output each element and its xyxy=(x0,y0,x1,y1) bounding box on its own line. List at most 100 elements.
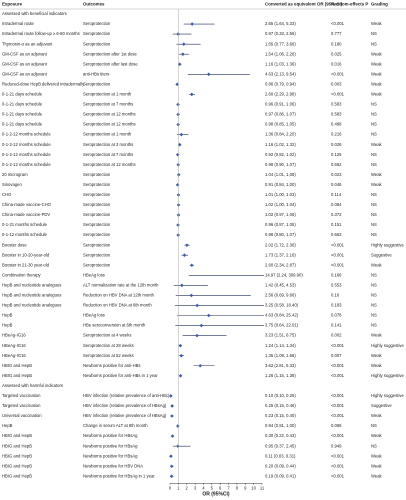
point-estimate xyxy=(199,323,204,328)
point-estimate xyxy=(180,283,184,288)
p-value: 0.949 xyxy=(331,443,342,448)
exposure: HepB and nucleotide analogues xyxy=(2,282,61,287)
grading: NS xyxy=(371,112,377,117)
point-estimate xyxy=(176,173,181,177)
point-estimate xyxy=(176,444,180,448)
outcome: Reduction on HBV DNA at 6th month xyxy=(83,303,152,308)
exposure: 0-1-2-12 months schedule xyxy=(2,142,51,147)
outcome: HBe seroconversion at 6th month xyxy=(83,323,146,328)
outcome: Seroprotection xyxy=(83,252,111,257)
p-value: 0.003 xyxy=(331,81,342,86)
grading: NS xyxy=(371,31,377,36)
exposure: 0-1-2-12 months schedule xyxy=(2,162,51,167)
outcome: Seroprotection xyxy=(83,222,111,227)
grading: NS xyxy=(371,202,377,207)
outcome: Newborns positive for HBsAg xyxy=(83,453,138,458)
or-ci: 1.16 (1.02, 1.32) xyxy=(265,142,296,147)
p-value: 0.583 xyxy=(331,102,342,107)
x-tick-label: 3 xyxy=(194,485,197,490)
outcome: Newborns positive for anti-HBs xyxy=(83,363,140,368)
outcome: Seroprotection at 12 months xyxy=(83,112,136,117)
exposure: Booster in 10-20-year-old xyxy=(2,252,50,257)
or-ci: 0.94 (0.91, 1.00) xyxy=(265,423,296,428)
point-estimate xyxy=(179,353,184,358)
grading: NS xyxy=(371,293,377,298)
exposure: HepB xyxy=(2,313,13,318)
exposure: 0-1-21 months schedule xyxy=(2,222,48,227)
or-ci: 0.91 (0.84, 1.00) xyxy=(265,182,296,187)
outcome: Seroprotection xyxy=(83,202,111,207)
point-estimate xyxy=(179,132,184,137)
header-p: Random-effects P xyxy=(331,2,368,7)
point-estimate xyxy=(189,92,194,97)
p-value: 0.553 xyxy=(331,282,342,287)
exposure: Booster dose xyxy=(2,242,27,247)
exposure: 0-1-12 months schedule xyxy=(2,232,48,237)
grading: Weak xyxy=(371,473,383,478)
point-estimate xyxy=(170,414,174,418)
exposure: HBeAg-IG16 xyxy=(2,353,26,358)
grading: Weak xyxy=(371,413,383,418)
p-value: <0.001 xyxy=(331,343,345,348)
exposure: HBIG and HepB xyxy=(2,443,32,448)
exposure: China-made vaccine-CHO xyxy=(2,202,52,207)
or-ci: 3.23 (1.51, 6.75) xyxy=(265,333,296,338)
header-outcomes: Outcomes xyxy=(83,2,105,7)
outcome: Seroprotection xyxy=(83,262,111,267)
or-ci: 1.24 (1.14, 1.34) xyxy=(265,343,296,348)
exposure: 20 microgram xyxy=(2,172,28,177)
or-ci: 0.96 (0.87, 1.05) xyxy=(265,222,296,227)
point-estimate xyxy=(175,82,179,87)
p-value: 0.372 xyxy=(331,212,342,217)
outcome: Seroprotection xyxy=(83,41,111,46)
outcome: HBV infection (relative prevalence of an… xyxy=(83,393,170,398)
grading: Weak xyxy=(371,51,383,56)
point-estimate xyxy=(176,112,180,117)
or-ci: 0.95 (0.37, 2.45) xyxy=(265,443,296,448)
grading: NS xyxy=(371,313,377,318)
or-ci: 0.98 (0.80, 1.07) xyxy=(265,232,296,237)
outcome: Newborns positive for HBsAg in 1 year xyxy=(83,473,155,478)
grading: Suggestive xyxy=(371,403,392,408)
p-value: 0.663 xyxy=(331,232,342,237)
p-value: 0.498 xyxy=(331,122,342,127)
outcome: Seroprotection at 4 weeks xyxy=(83,333,131,338)
or-ci: 0.11 (0.03, 0.31) xyxy=(265,453,296,458)
outcome: Seroprotection at 1 month xyxy=(83,132,132,137)
point-estimate xyxy=(175,152,180,157)
outcome: Seroprotection at 52 weeks xyxy=(83,353,134,358)
or-ci: 0.98 (0.90, 1.07) xyxy=(265,162,296,167)
exposure: Targeted vaccination xyxy=(2,393,41,398)
p-value: 0.025 xyxy=(331,51,342,56)
p-value: 0.007 xyxy=(331,353,342,358)
point-estimate xyxy=(182,42,186,46)
outcome: Reduction on HBV DNA at 12th month xyxy=(83,293,155,298)
outcome: Seroprotection xyxy=(83,21,111,26)
grading: Weak xyxy=(371,92,383,97)
p-value: <0.001 xyxy=(331,473,345,478)
section-title: Assessed with beneficial indicators xyxy=(2,11,67,16)
grading: Weak xyxy=(371,172,383,177)
exposure: HepB and nucleotide analogues xyxy=(2,293,61,298)
point-estimate xyxy=(198,363,203,368)
grading: NS xyxy=(371,423,377,428)
exposure: Sinovagen xyxy=(2,182,22,187)
outcome: Seroprotection xyxy=(83,31,111,36)
grading: NS xyxy=(371,303,377,308)
exposure: HBIG and HepB xyxy=(2,453,32,458)
x-tick-label: 6 xyxy=(219,485,222,490)
grading: NS xyxy=(371,272,377,277)
x-tick-label: 5 xyxy=(211,485,214,490)
grading: Weak xyxy=(371,81,383,86)
point-estimate xyxy=(195,303,199,308)
p-value: 0.078 xyxy=(331,313,342,318)
grading: Weak xyxy=(371,363,383,368)
outcome: Seroprotection after last dose xyxy=(83,61,138,66)
p-value: <0.001 xyxy=(331,393,345,398)
or-ci: 2.60 (2.34, 2.87) xyxy=(265,262,296,267)
grading: NS xyxy=(371,122,377,127)
point-estimate xyxy=(170,404,174,408)
header-exposure: Exposure xyxy=(2,2,23,7)
exposure: 0-1-21 days schedule xyxy=(2,112,43,117)
outcome: Seroprotection at 7 months xyxy=(83,152,133,157)
